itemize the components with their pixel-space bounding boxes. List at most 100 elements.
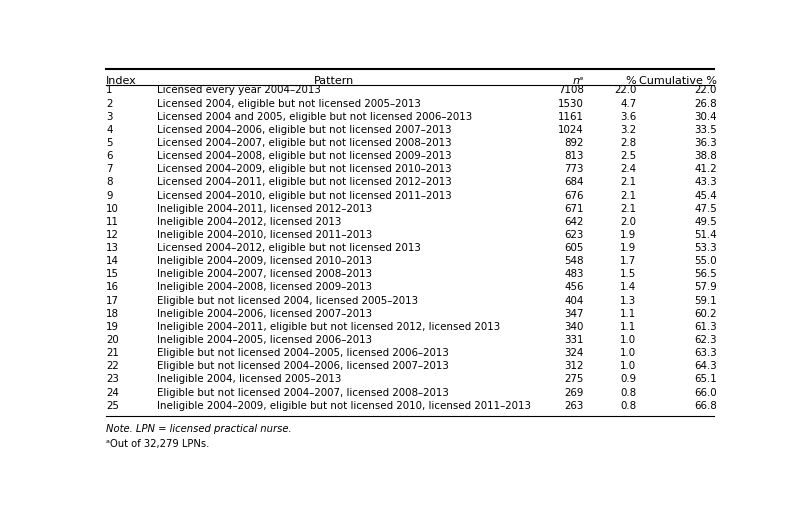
Text: 3: 3 [106,112,113,121]
Text: 24: 24 [106,388,119,398]
Text: 61.3: 61.3 [694,322,717,332]
Text: Licensed 2004, eligible but not licensed 2005–2013: Licensed 2004, eligible but not licensed… [157,99,421,109]
Text: 16: 16 [106,282,119,293]
Text: 21: 21 [106,348,119,358]
Text: 45.4: 45.4 [694,191,717,201]
Text: Ineligible 2004–2007, licensed 2008–2013: Ineligible 2004–2007, licensed 2008–2013 [157,269,372,279]
Text: Eligible but not licensed 2004–2005, licensed 2006–2013: Eligible but not licensed 2004–2005, lic… [157,348,449,358]
Text: 1.9: 1.9 [620,243,636,253]
Text: 813: 813 [564,151,584,161]
Text: 1.4: 1.4 [620,282,636,293]
Text: 6: 6 [106,151,113,161]
Text: 2.1: 2.1 [620,177,636,187]
Text: 623: 623 [564,230,584,240]
Text: Ineligible 2004–2006, licensed 2007–2013: Ineligible 2004–2006, licensed 2007–2013 [157,309,372,319]
Text: 7: 7 [106,164,113,174]
Text: 66.0: 66.0 [694,388,717,398]
Text: 49.5: 49.5 [694,217,717,227]
Text: 47.5: 47.5 [694,204,717,214]
Text: 676: 676 [564,191,584,201]
Text: Ineligible 2004, licensed 2005–2013: Ineligible 2004, licensed 2005–2013 [157,374,342,385]
Text: 33.5: 33.5 [694,125,717,135]
Text: Note. LPN = licensed practical nurse.: Note. LPN = licensed practical nurse. [106,424,292,434]
Text: 1: 1 [106,85,113,96]
Text: 64.3: 64.3 [694,361,717,371]
Text: 66.8: 66.8 [694,401,717,410]
Text: 1.1: 1.1 [620,309,636,319]
Text: 1.7: 1.7 [620,256,636,266]
Text: 456: 456 [564,282,584,293]
Text: 3.6: 3.6 [620,112,636,121]
Text: 22.0: 22.0 [614,85,636,96]
Text: 7108: 7108 [558,85,584,96]
Text: 1.0: 1.0 [620,361,636,371]
Text: 2.0: 2.0 [620,217,636,227]
Text: 26.8: 26.8 [694,99,717,109]
Text: Licensed 2004–2012, eligible but not licensed 2013: Licensed 2004–2012, eligible but not lic… [157,243,421,253]
Text: Licensed 2004–2008, eligible but not licensed 2009–2013: Licensed 2004–2008, eligible but not lic… [157,151,452,161]
Text: 2.5: 2.5 [620,151,636,161]
Text: Ineligible 2004–2005, licensed 2006–2013: Ineligible 2004–2005, licensed 2006–2013 [157,335,372,345]
Text: 10: 10 [106,204,119,214]
Text: Eligible but not licensed 2004–2006, licensed 2007–2013: Eligible but not licensed 2004–2006, lic… [157,361,449,371]
Text: 1161: 1161 [558,112,584,121]
Text: 17: 17 [106,296,119,306]
Text: 5: 5 [106,138,113,148]
Text: 548: 548 [564,256,584,266]
Text: 43.3: 43.3 [694,177,717,187]
Text: Ineligible 2004–2009, eligible but not licensed 2010, licensed 2011–2013: Ineligible 2004–2009, eligible but not l… [157,401,531,410]
Text: 4: 4 [106,125,113,135]
Text: 324: 324 [564,348,584,358]
Text: 1530: 1530 [558,99,584,109]
Text: Index: Index [106,76,137,86]
Text: 0.9: 0.9 [620,374,636,385]
Text: 11: 11 [106,217,119,227]
Text: 59.1: 59.1 [694,296,717,306]
Text: 62.3: 62.3 [694,335,717,345]
Text: 14: 14 [106,256,119,266]
Text: 38.8: 38.8 [694,151,717,161]
Text: 1.0: 1.0 [620,335,636,345]
Text: 56.5: 56.5 [694,269,717,279]
Text: 269: 269 [564,388,584,398]
Text: Ineligible 2004–2008, licensed 2009–2013: Ineligible 2004–2008, licensed 2009–2013 [157,282,372,293]
Text: 36.3: 36.3 [694,138,717,148]
Text: 642: 642 [564,217,584,227]
Text: Ineligible 2004–2011, eligible but not licensed 2012, licensed 2013: Ineligible 2004–2011, eligible but not l… [157,322,500,332]
Text: 312: 312 [564,361,584,371]
Text: Licensed 2004–2010, eligible but not licensed 2011–2013: Licensed 2004–2010, eligible but not lic… [157,191,452,201]
Text: 2.8: 2.8 [620,138,636,148]
Text: 1.5: 1.5 [620,269,636,279]
Text: 1.3: 1.3 [620,296,636,306]
Text: 13: 13 [106,243,119,253]
Text: 57.9: 57.9 [694,282,717,293]
Text: 19: 19 [106,322,119,332]
Text: Cumulative %: Cumulative % [639,76,717,86]
Text: ᵃOut of 32,279 LPNs.: ᵃOut of 32,279 LPNs. [106,439,210,449]
Text: %: % [626,76,636,86]
Text: 347: 347 [564,309,584,319]
Text: 404: 404 [564,296,584,306]
Text: 1.1: 1.1 [620,322,636,332]
Text: 0.8: 0.8 [620,388,636,398]
Text: Eligible but not licensed 2004–2007, licensed 2008–2013: Eligible but not licensed 2004–2007, lic… [157,388,449,398]
Text: 15: 15 [106,269,119,279]
Text: Licensed 2004–2011, eligible but not licensed 2012–2013: Licensed 2004–2011, eligible but not lic… [157,177,452,187]
Text: 2.1: 2.1 [620,191,636,201]
Text: 340: 340 [564,322,584,332]
Text: 30.4: 30.4 [694,112,717,121]
Text: 65.1: 65.1 [694,374,717,385]
Text: 2.1: 2.1 [620,204,636,214]
Text: 22: 22 [106,361,119,371]
Text: 55.0: 55.0 [694,256,717,266]
Text: 275: 275 [564,374,584,385]
Text: 51.4: 51.4 [694,230,717,240]
Text: 671: 671 [564,204,584,214]
Text: 2.4: 2.4 [620,164,636,174]
Text: 1024: 1024 [558,125,584,135]
Text: 0.8: 0.8 [620,401,636,410]
Text: 773: 773 [564,164,584,174]
Text: Eligible but not licensed 2004, licensed 2005–2013: Eligible but not licensed 2004, licensed… [157,296,418,306]
Text: Licensed 2004–2009, eligible but not licensed 2010–2013: Licensed 2004–2009, eligible but not lic… [157,164,452,174]
Text: 3.2: 3.2 [620,125,636,135]
